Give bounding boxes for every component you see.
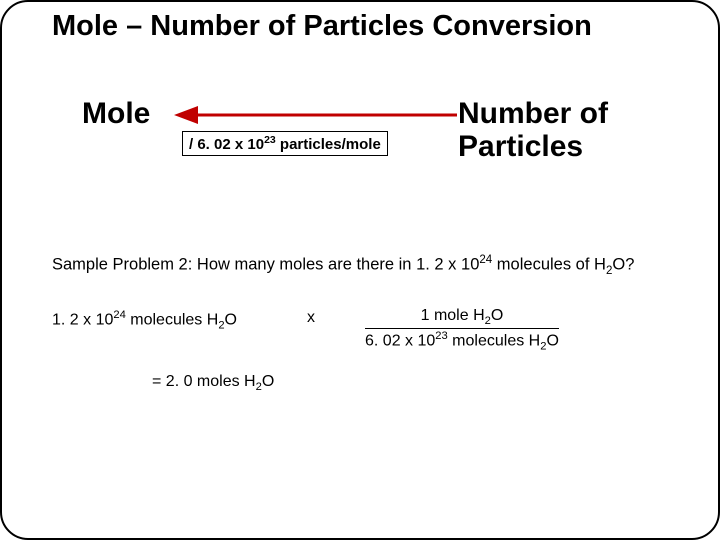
result-line: = 2. 0 moles H2O bbox=[152, 373, 678, 393]
fraction-numerator: 1 mole H2O bbox=[365, 307, 559, 329]
problem-mid: molecules of H bbox=[492, 256, 606, 274]
conversion-diagram: Mole / 6. 02 x 1023 particles/mole Numbe… bbox=[52, 93, 678, 213]
conversion-factor-box: / 6. 02 x 1023 particles/mole bbox=[182, 131, 388, 156]
particles-label: Number of Particles bbox=[458, 97, 608, 163]
problem-suffix: O? bbox=[612, 256, 634, 274]
slide-frame: Mole – Number of Particles Conversion Mo… bbox=[0, 0, 720, 540]
factor-exp: 23 bbox=[264, 134, 276, 146]
frac-bot-exp: 23 bbox=[435, 330, 447, 342]
calc-left-suffix: O bbox=[225, 311, 237, 328]
frac-bot-mid: molecules H bbox=[448, 333, 540, 350]
result-suffix: O bbox=[262, 373, 274, 390]
factor-suffix: particles/mole bbox=[276, 136, 381, 153]
problem-prefix: Sample Problem 2: How many moles are the… bbox=[52, 256, 479, 274]
frac-top-prefix: 1 mole H bbox=[421, 307, 485, 324]
problem-exp: 24 bbox=[479, 254, 492, 266]
frac-bot-suffix: O bbox=[546, 333, 558, 350]
calc-left-prefix: 1. 2 x 10 bbox=[52, 311, 113, 328]
calc-times: x bbox=[237, 307, 365, 327]
fraction-denominator: 6. 02 x 1023 molecules H2O bbox=[365, 329, 559, 353]
mole-label: Mole bbox=[82, 97, 150, 131]
factor-prefix: / 6. 02 x 10 bbox=[189, 136, 264, 153]
result-prefix: = 2. 0 moles H bbox=[152, 373, 256, 390]
sample-problem-text: Sample Problem 2: How many moles are the… bbox=[52, 253, 678, 279]
calculation-row: 1. 2 x 1024 molecules H2O x 1 mole H2O 6… bbox=[52, 307, 678, 353]
particles-label-text: Number of Particles bbox=[458, 97, 608, 163]
frac-top-suffix: O bbox=[491, 307, 503, 324]
calc-left-exp: 24 bbox=[113, 309, 125, 321]
calc-left-mid: molecules H bbox=[126, 311, 218, 328]
frac-bot-prefix: 6. 02 x 10 bbox=[365, 333, 435, 350]
arrow-left-icon bbox=[172, 103, 462, 133]
slide-title: Mole – Number of Particles Conversion bbox=[52, 10, 678, 43]
calc-fraction: 1 mole H2O 6. 02 x 1023 molecules H2O bbox=[365, 307, 559, 353]
calc-left-term: 1. 2 x 1024 molecules H2O bbox=[52, 307, 237, 332]
